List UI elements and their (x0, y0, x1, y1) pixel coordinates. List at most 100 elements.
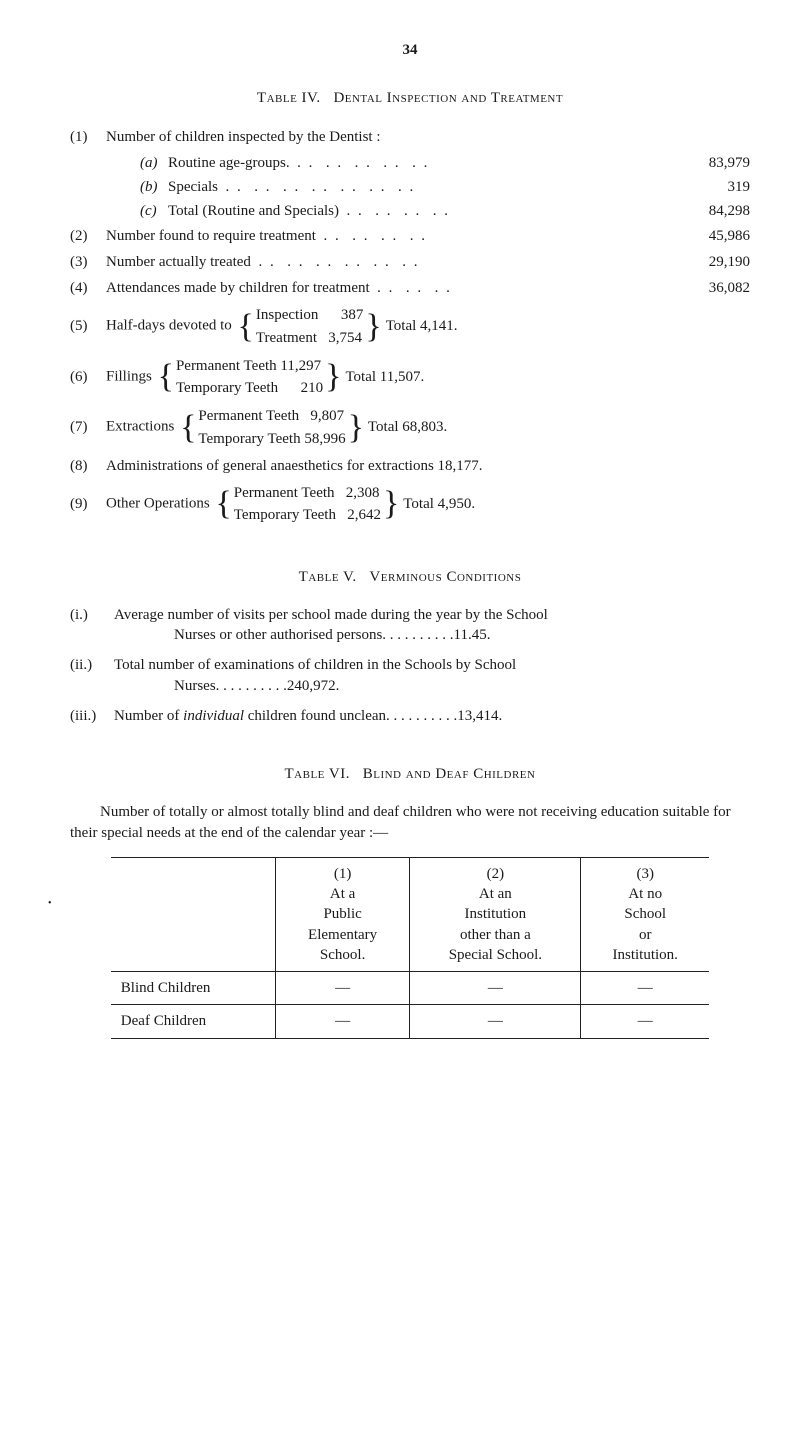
col2-l1: At an (479, 886, 512, 902)
table-vi-rowhead-blank (111, 857, 275, 971)
item-8-num: (8) (70, 456, 106, 476)
item-6-bot: Temporary Teeth 210 (176, 377, 323, 399)
item-2-text: Number found to require treatment (106, 228, 316, 244)
table-v-ii-num: (ii.) (70, 655, 114, 696)
brace-left-icon: { (178, 411, 198, 445)
item-5: (5) Half-days devoted to { Inspection 38… (70, 304, 750, 349)
table-v-i-num: (i.) (70, 605, 114, 646)
item-3-num: (3) (70, 252, 106, 272)
col3-n: (3) (636, 866, 654, 882)
item-9-total: Total 4,950. (401, 494, 475, 514)
col1-l4: School. (320, 947, 365, 963)
item-5-lead: Half-days devoted to (106, 318, 232, 334)
table-iv-heading: Table IV. Dental Inspection and Treatmen… (70, 88, 750, 108)
item-6: (6) Fillings { Permanent Teeth 11,297 Te… (70, 355, 750, 400)
row-blind-c3: — (581, 972, 709, 1005)
row-deaf-c1: — (275, 1005, 410, 1038)
table-vi-intro: Number of totally or almost totally blin… (70, 802, 750, 843)
bullet-icon: • (48, 897, 52, 911)
item-1c-text: Total (Routine and Specials) (168, 203, 339, 219)
item-1b-label: (b) (140, 177, 168, 197)
item-6-total: Total 11,507. (343, 367, 424, 387)
table-iv-title: Dental Inspection and Treatment (333, 90, 563, 106)
col1-l3: Elementary (308, 927, 377, 943)
col3-l2: School (624, 906, 666, 922)
item-7-top: Permanent Teeth 9,807 (198, 405, 345, 427)
item-5-bot: Treatment 3,754 (256, 327, 363, 349)
row-blind-c1: — (275, 972, 410, 1005)
item-9-bot: Temporary Teeth 2,642 (234, 504, 381, 526)
item-6-num: (6) (70, 367, 106, 387)
table-v-iii: (iii.) Number of individual children fou… (70, 706, 750, 726)
item-1c-val: 84,298 (680, 201, 750, 221)
table-v-prefix: Table V. (299, 569, 357, 585)
page-number: 34 (70, 40, 750, 60)
dots: . . . . . . . . . . (297, 155, 429, 171)
table-vi-prefix: Table VI. (285, 766, 350, 782)
table-v-ii-text2: Nurses. . . . . . . . . .240,972. (114, 676, 339, 696)
row-deaf-c3: — (581, 1005, 709, 1038)
table-vi-col1: (1) At a Public Elementary School. (275, 857, 410, 971)
item-1a-label: (a) (140, 153, 168, 173)
col2-l4: Special School. (449, 947, 542, 963)
item-5-num: (5) (70, 316, 106, 336)
table-v-i-text: Average number of visits per school made… (114, 607, 548, 623)
item-3-text: Number actually treated (106, 254, 251, 270)
col3-l1: At no (628, 886, 662, 902)
table-v-i-text2: Nurses or other authorised persons. . . … (114, 625, 490, 645)
item-1b-text: Specials (168, 179, 218, 195)
item-7-lead: Extractions (106, 419, 174, 435)
item-1c: (c) Total (Routine and Specials) . . . .… (140, 201, 750, 221)
item-4-val: 36,082 (680, 278, 750, 298)
dots: . . . . . . (377, 280, 452, 296)
table-v-ii-text: Total number of examinations of children… (114, 657, 516, 673)
brace-left-icon: { (236, 310, 256, 344)
item-5-top: Inspection 387 (256, 304, 363, 326)
dots: . . . . . . . . (347, 203, 451, 219)
item-2-num: (2) (70, 226, 106, 246)
item-9-num: (9) (70, 494, 106, 514)
row-deaf-label: Deaf Children (111, 1005, 275, 1038)
row-blind-label: Blind Children (111, 972, 275, 1005)
brace-left-icon: { (156, 360, 176, 394)
item-6-top: Permanent Teeth 11,297 (176, 355, 323, 377)
table-vi-title: Blind and Deaf Children (363, 766, 536, 782)
item-8: (8) Administrations of general anaesthet… (70, 456, 750, 476)
item-1a-val: 83,979 (680, 153, 750, 173)
brace-right-icon: } (346, 411, 366, 445)
dots: . . . . . . . . . . . . (258, 254, 419, 270)
table-v-title: Verminous Conditions (369, 569, 521, 585)
item-8-text: Administrations of general anaesthetics … (106, 456, 750, 476)
table-vi-col2: (2) At an Institution other than a Speci… (410, 857, 581, 971)
item-1-num: (1) (70, 127, 106, 147)
item-7-num: (7) (70, 417, 106, 437)
table-vi-col3: (3) At no School or Institution. (581, 857, 709, 971)
item-1a: (a) Routine age-groups. . . . . . . . . … (140, 153, 750, 173)
col3-l4: Institution. (613, 947, 678, 963)
item-3: (3) Number actually treated . . . . . . … (70, 252, 750, 272)
item-9-top: Permanent Teeth 2,308 (234, 482, 381, 504)
item-4-text: Attendances made by children for treatme… (106, 280, 370, 296)
item-4-num: (4) (70, 278, 106, 298)
item-4: (4) Attendances made by children for tre… (70, 278, 750, 298)
item-7-total: Total 68,803. (366, 417, 447, 437)
item-2: (2) Number found to require treatment . … (70, 226, 750, 246)
table-vi-table: (1) At a Public Elementary School. (2) A… (111, 857, 709, 1039)
brace-right-icon: } (363, 310, 383, 344)
item-1: (1) Number of children inspected by the … (70, 127, 750, 147)
row-deaf-c2: — (410, 1005, 581, 1038)
item-7: (7) Extractions { Permanent Teeth 9,807 … (70, 405, 750, 450)
col2-l3: other than a (460, 927, 531, 943)
table-v-iii-num: (iii.) (70, 706, 114, 726)
col1-l1: At a (330, 886, 355, 902)
table-v-heading: Table V. Verminous Conditions (70, 567, 750, 587)
item-2-val: 45,986 (680, 226, 750, 246)
item-9-lead: Other Operations (106, 496, 210, 512)
item-9: (9) Other Operations { Permanent Teeth 2… (70, 482, 750, 527)
item-6-lead: Fillings (106, 368, 152, 384)
item-1b: (b) Specials . . . . . . . . . . . . . .… (140, 177, 750, 197)
dots: . . . . . . . . (323, 228, 427, 244)
item-1b-val: 319 (680, 177, 750, 197)
table-v-ii: (ii.) Total number of examinations of ch… (70, 655, 750, 696)
table-v-iii-text: Number of individual children found uncl… (114, 708, 502, 724)
